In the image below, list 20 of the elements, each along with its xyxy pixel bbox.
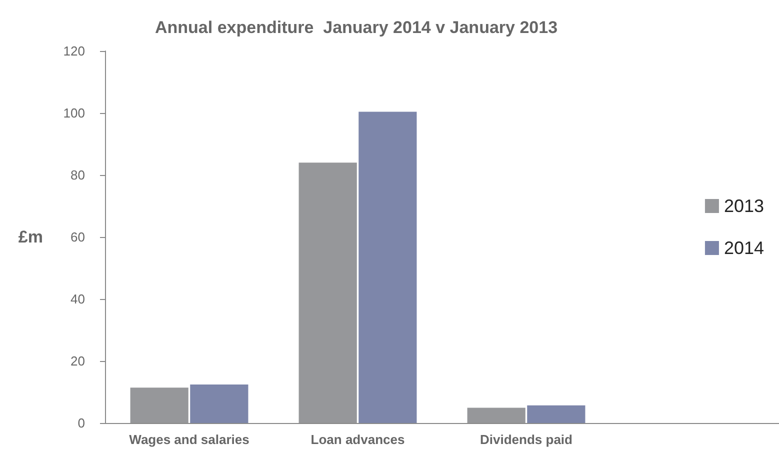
y-tick-label: 20 bbox=[70, 354, 85, 368]
y-tick-label: 100 bbox=[63, 106, 85, 120]
bar bbox=[467, 408, 526, 423]
y-tick-label: 80 bbox=[70, 168, 85, 182]
chart-title: Annual expenditure January 2014 v January 2013 bbox=[155, 18, 558, 37]
x-tick-label: Loan advances bbox=[310, 432, 405, 447]
y-tick-label: 60 bbox=[70, 230, 85, 244]
bar bbox=[190, 384, 248, 423]
x-tick-label: Dividends paid bbox=[480, 432, 573, 447]
y-axis-title: £m bbox=[18, 228, 43, 246]
y-tick-label: 40 bbox=[70, 292, 85, 306]
legend-label: 2013 bbox=[724, 196, 764, 216]
x-tick-label: Wages and salaries bbox=[129, 432, 250, 447]
bar bbox=[527, 405, 586, 423]
bar bbox=[298, 162, 357, 423]
bar bbox=[358, 112, 417, 423]
bar bbox=[130, 388, 188, 423]
legend-label: 2014 bbox=[724, 238, 764, 258]
y-tick-label: 0 bbox=[78, 416, 85, 430]
y-tick-label: 120 bbox=[63, 44, 85, 58]
